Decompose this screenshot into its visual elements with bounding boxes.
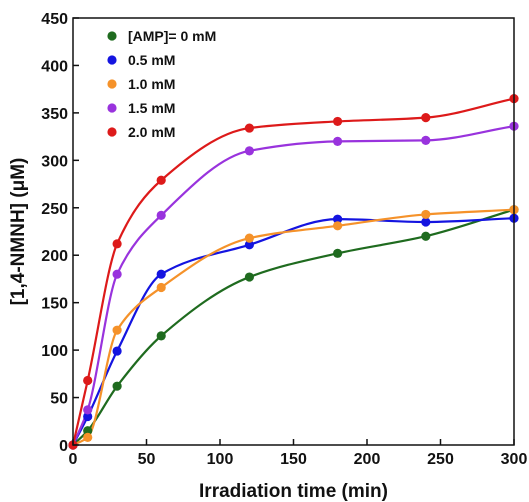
x-tick-label: 250	[427, 451, 454, 468]
series-line-2	[72, 208, 515, 446]
x-tick-label: 0	[69, 451, 78, 468]
data-point	[83, 375, 93, 386]
series-line-1	[72, 217, 515, 446]
data-point	[333, 214, 343, 224]
x-axis-title: Irradiation time (min)	[199, 481, 388, 502]
y-tick-label: 50	[50, 391, 68, 408]
legend-label: 1.5 mM	[128, 100, 175, 116]
data-point	[244, 233, 254, 243]
data-point	[421, 231, 431, 241]
data-point	[421, 113, 431, 123]
data-point	[421, 209, 431, 220]
x-tick-label: 150	[280, 451, 307, 468]
series-line-0	[72, 208, 515, 446]
data-point	[244, 123, 254, 133]
data-point	[333, 136, 343, 146]
data-point	[112, 346, 122, 356]
data-point	[112, 325, 122, 335]
x-tick-label: 300	[501, 451, 528, 468]
y-axis-title: [1,4-NMNH] (μM)	[8, 158, 29, 306]
data-point	[333, 221, 343, 231]
x-tick-label: 200	[354, 451, 381, 468]
data-point	[333, 248, 343, 258]
legend-marker	[107, 55, 117, 65]
data-point	[244, 272, 254, 282]
y-tick-label: 400	[41, 58, 68, 75]
legend-marker	[107, 127, 117, 137]
data-point	[156, 175, 166, 185]
legend-label: 1.0 mM	[128, 76, 175, 92]
x-tick-label: 50	[138, 451, 156, 468]
data-markers	[68, 94, 519, 450]
data-point	[156, 210, 166, 220]
y-tick-label: 350	[41, 106, 68, 123]
data-point	[156, 331, 166, 341]
y-tick-label: 100	[41, 343, 68, 360]
data-point	[83, 432, 93, 443]
axis-ticks: 0 50 100 150 200 250 300 0 50 100 150 200 250 300 350 4…	[41, 11, 527, 468]
legend-marker	[107, 103, 117, 113]
legend: [AMP]= 0 mM 0.5 mM 1.0 mM 1.5 mM 2.0 mM	[107, 28, 216, 140]
y-tick-label: 300	[41, 153, 68, 170]
y-tick-label: 450	[41, 11, 68, 28]
y-tick-label: 250	[41, 201, 68, 218]
data-point	[83, 411, 93, 422]
data-point	[112, 381, 122, 391]
data-point	[112, 269, 122, 279]
legend-label: 2.0 mM	[128, 124, 175, 140]
legend-label: [AMP]= 0 mM	[128, 28, 216, 44]
data-point	[112, 239, 122, 249]
y-tick-label: 200	[41, 248, 68, 265]
data-point	[156, 269, 166, 279]
x-tick-label: 100	[207, 451, 234, 468]
series-line-4	[71, 97, 515, 446]
data-point	[421, 135, 431, 146]
legend-label: 0.5 mM	[128, 52, 175, 68]
y-tick-label: 0	[59, 438, 68, 455]
data-point	[83, 405, 93, 415]
data-point	[421, 217, 431, 227]
data-point	[244, 240, 254, 250]
data-point	[156, 282, 166, 293]
data-point	[244, 146, 254, 156]
series-curves	[71, 97, 515, 446]
y-tick-label: 150	[41, 296, 68, 313]
data-point	[333, 116, 343, 127]
legend-marker	[107, 31, 117, 41]
series-line-3	[71, 125, 515, 446]
legend-marker	[107, 79, 117, 89]
data-point	[83, 426, 93, 436]
